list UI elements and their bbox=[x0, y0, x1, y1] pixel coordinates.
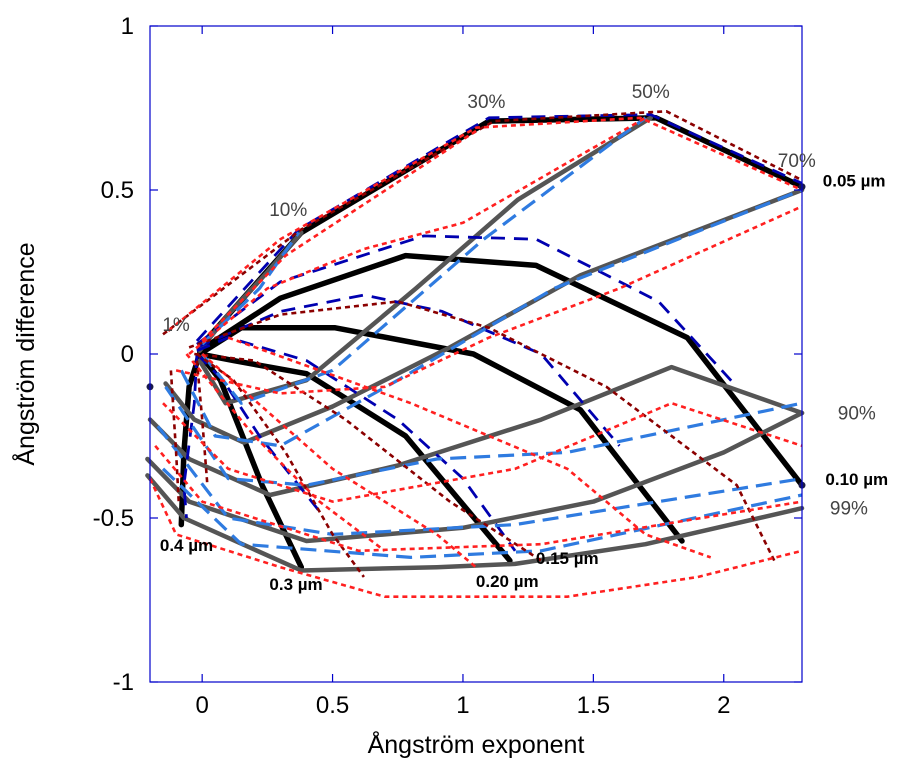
y-tick-label: 0.5 bbox=[101, 177, 134, 204]
series-red-dotted-line-5 bbox=[154, 444, 803, 553]
fine-mode-radius-label: 0.4 µm bbox=[160, 536, 213, 555]
series-navy-dashed-line-4 bbox=[195, 353, 321, 513]
fine-mode-fraction-label: 30% bbox=[467, 92, 505, 113]
fine-mode-radius-label: 0.05 µm bbox=[823, 172, 886, 191]
series-darkred-dotted-line-1 bbox=[188, 300, 778, 565]
fine-mode-radius-label: 0.3 µm bbox=[269, 575, 322, 594]
x-tick-label: 2 bbox=[717, 692, 730, 719]
fine-mode-fraction-label: 99% bbox=[830, 499, 868, 520]
fine-mode-radius-label: 0.10 µm bbox=[825, 470, 888, 489]
y-tick-label: -1 bbox=[113, 669, 134, 696]
x-axis-title: Ångström exponent bbox=[368, 729, 585, 759]
fine-mode-fraction-label: 70% bbox=[778, 151, 816, 172]
fine-mode-fraction-label: 10% bbox=[269, 200, 307, 221]
series-navy-dashed-line-5 bbox=[182, 353, 199, 519]
series-blue-dashed-line-1 bbox=[200, 116, 647, 405]
series-blue-dashed-line-0 bbox=[201, 231, 301, 346]
x-tick-label: 0.5 bbox=[316, 692, 349, 719]
series-navy-dashed-line-3 bbox=[196, 336, 517, 552]
series-red-dotted-line-4 bbox=[162, 401, 803, 503]
series-darkred-dotted-line-4 bbox=[195, 360, 209, 486]
series-gray-solid-line-2 bbox=[163, 187, 805, 445]
series-navy-dashed-line-0 bbox=[195, 113, 803, 342]
series-black-solid-line-1 bbox=[196, 252, 805, 488]
series-navy-dashed-line-1 bbox=[196, 234, 738, 388]
series-layer bbox=[145, 110, 806, 599]
fine-mode-radius-label: 0.20 µm bbox=[476, 572, 539, 591]
x-tick-label: 0 bbox=[195, 692, 208, 719]
series-gray-solid-line-5 bbox=[145, 473, 805, 573]
series-red-dotted-line-8 bbox=[201, 353, 477, 569]
series-darkred-dotted-line-3 bbox=[196, 352, 365, 578]
x-tick-label: 1 bbox=[456, 692, 469, 719]
ticks-layer: 0 0.5 1 1.5 2 -1 -0.5 0 0.5 1 bbox=[93, 13, 802, 719]
series-red-dotted-line-6 bbox=[148, 478, 803, 599]
labels-layer: 1% 10% 30% 50% 70% 90% 99% 0.05 µm 0.10 µm 0.15 µ… bbox=[160, 82, 888, 594]
y-axis-title: Ångström difference bbox=[10, 242, 40, 465]
fine-mode-radius-label: 0.15 µm bbox=[536, 549, 599, 568]
y-tick-label: 1 bbox=[121, 13, 134, 40]
series-darkred-dotted-line-0 bbox=[162, 110, 803, 336]
x-tick-label: 1.5 bbox=[577, 692, 610, 719]
fine-mode-fraction-label: 90% bbox=[838, 404, 876, 425]
series-blue-dashed-line-2 bbox=[179, 188, 803, 448]
series-red-dotted-line-2 bbox=[188, 116, 647, 355]
fine-mode-fraction-label: 50% bbox=[632, 82, 670, 103]
series-red-dotted-line-9 bbox=[227, 336, 712, 559]
y-tick-label: -0.5 bbox=[93, 505, 134, 532]
series-red-dotted-line-0 bbox=[167, 116, 803, 333]
y-tick-label: 0 bbox=[121, 341, 134, 368]
fine-mode-fraction-label: 1% bbox=[162, 315, 190, 336]
series-gray-solid-line-3 bbox=[147, 364, 805, 498]
series-red-dotted-line-3 bbox=[175, 205, 803, 395]
series-black-solid-line-3 bbox=[196, 351, 513, 564]
series-darkred-dotted-line-5 bbox=[169, 370, 180, 502]
series-blue-dashed-line-5 bbox=[161, 467, 803, 560]
series-darkred-dotted-line-2 bbox=[194, 352, 542, 562]
series-red-dotted-line-1 bbox=[201, 129, 477, 342]
series-blue-dashed-line-3 bbox=[164, 385, 803, 487]
